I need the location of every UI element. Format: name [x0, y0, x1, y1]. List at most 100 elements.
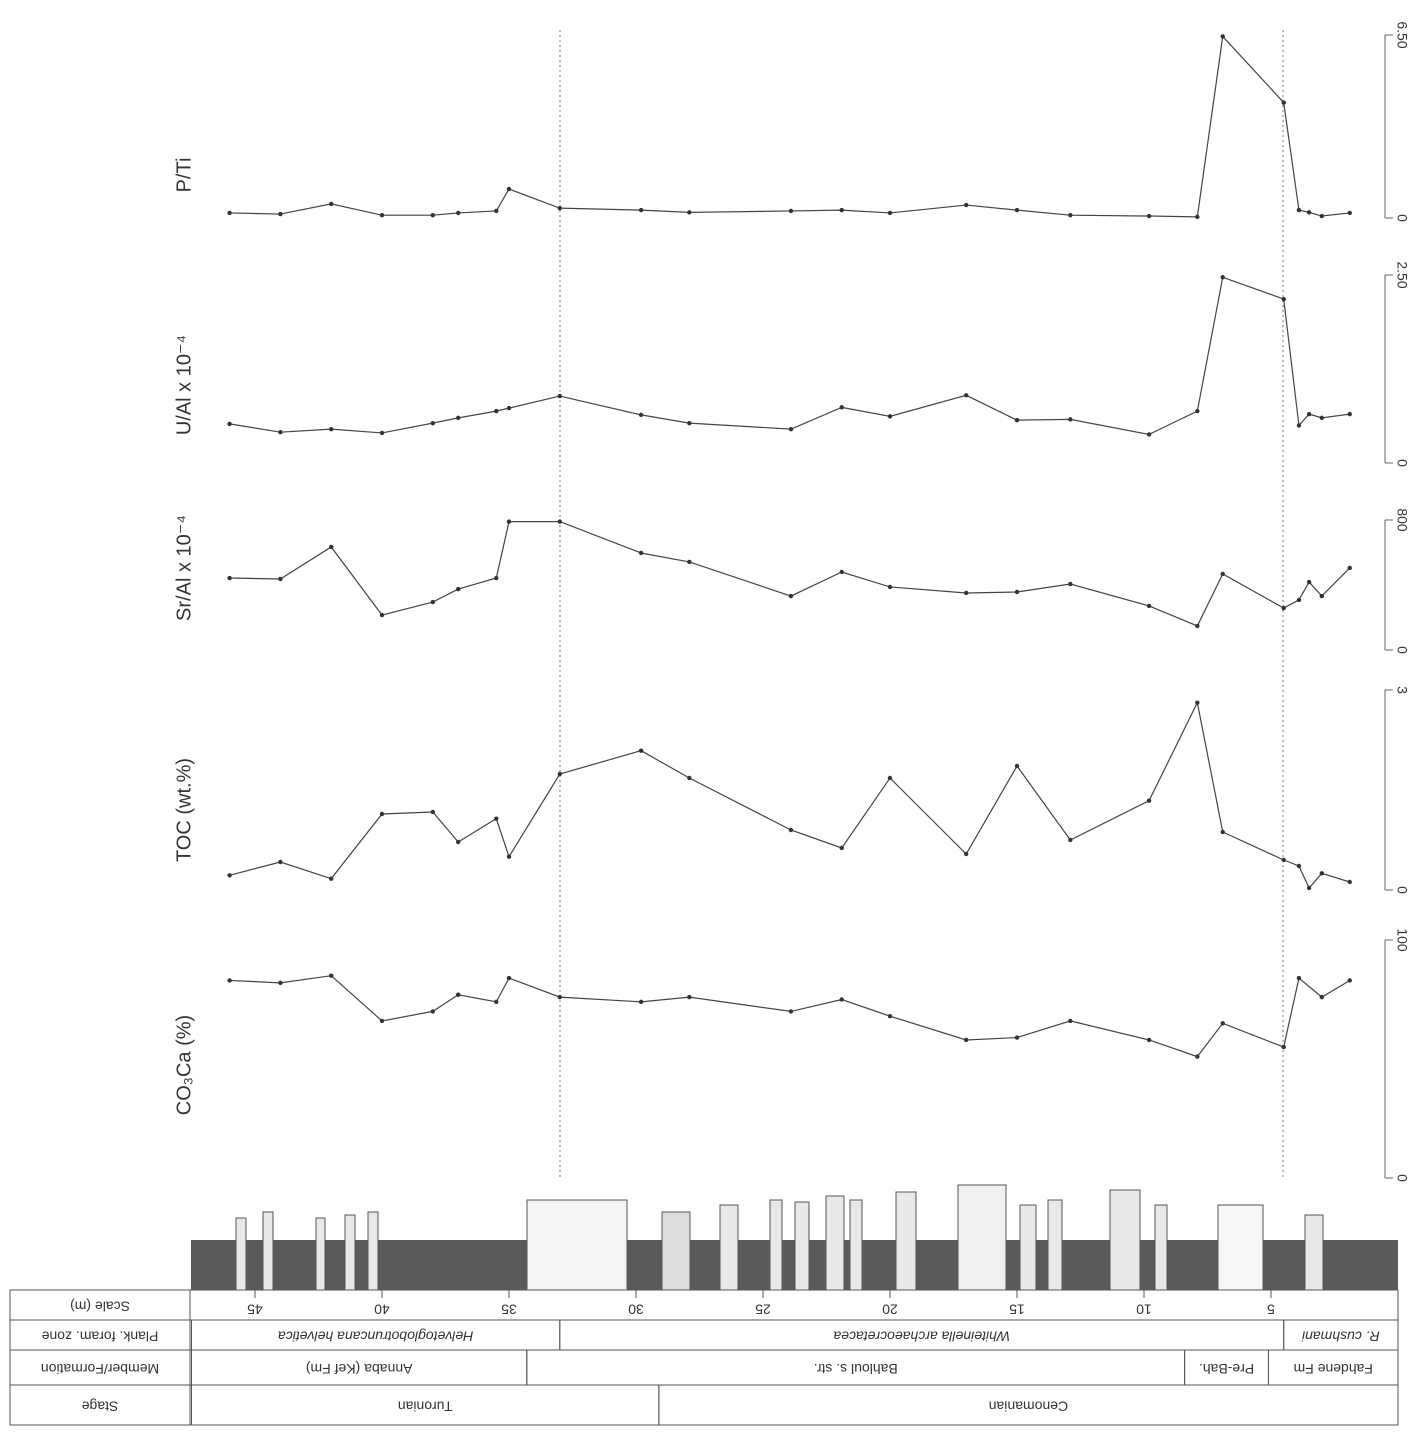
data-point [1348, 412, 1352, 416]
cell-text: Turonian [398, 1398, 453, 1414]
data-point [639, 1000, 643, 1004]
data-point [789, 594, 793, 598]
data-point [227, 873, 231, 877]
x-tick-label: 40 [374, 1301, 390, 1317]
data-point [494, 816, 498, 820]
data-point [687, 560, 691, 564]
data-point [558, 995, 562, 999]
data-point [494, 1000, 498, 1004]
data-point [456, 840, 460, 844]
data-line [230, 36, 1350, 216]
y-tick-label: 6.50 [1394, 21, 1410, 48]
data-point [329, 545, 333, 549]
data-line [230, 976, 1350, 1057]
data-point [380, 613, 384, 617]
data-point [507, 519, 511, 523]
data-point [840, 997, 844, 1001]
data-point [687, 421, 691, 425]
data-point [507, 406, 511, 410]
data-point [1348, 880, 1352, 884]
x-tick-label: 25 [755, 1301, 771, 1317]
data-point [1147, 1038, 1151, 1042]
data-point [1320, 416, 1324, 420]
data-point [687, 995, 691, 999]
cell-text: Bahloul s. str. [814, 1361, 898, 1377]
row-label: Stage [81, 1398, 118, 1414]
data-point [1195, 624, 1199, 628]
data-point [789, 427, 793, 431]
data-point [1015, 418, 1019, 422]
data-point [840, 570, 844, 574]
data-point [1297, 864, 1301, 868]
data-point [1348, 978, 1352, 982]
data-point [278, 981, 282, 985]
data-point [1320, 214, 1324, 218]
cell-text: Cenomanian [989, 1398, 1068, 1414]
data-point [456, 211, 460, 215]
y-tick-label: 0 [1394, 459, 1410, 467]
x-tick-label: 15 [1009, 1301, 1025, 1317]
x-tick-label: 10 [1136, 1301, 1152, 1317]
data-point [888, 414, 892, 418]
data-point [1320, 871, 1324, 875]
data-point [380, 812, 384, 816]
data-point [431, 213, 435, 217]
data-point [456, 587, 460, 591]
data-point [380, 213, 384, 217]
axis-title: U/Al x 10⁻⁴ [173, 335, 195, 435]
cell-text: Whiteinella archaeocretacea [833, 1328, 1010, 1344]
data-point [558, 772, 562, 776]
data-point [639, 748, 643, 752]
data-line [230, 703, 1350, 888]
data-point [964, 852, 968, 856]
row-label: Scale (m) [70, 1298, 130, 1314]
axis-title: P/Ti [173, 158, 195, 193]
data-point [227, 576, 231, 580]
data-point [431, 1009, 435, 1013]
data-point [1320, 594, 1324, 598]
data-point [278, 212, 282, 216]
data-point [1221, 572, 1225, 576]
data-point [1282, 297, 1286, 301]
data-point [1068, 838, 1072, 842]
data-point [507, 187, 511, 191]
y-tick-label: 0 [1394, 214, 1410, 222]
data-point [789, 828, 793, 832]
data-point [1068, 582, 1072, 586]
data-point [1147, 214, 1151, 218]
data-point [227, 422, 231, 426]
data-point [888, 211, 892, 215]
data-point [227, 211, 231, 215]
data-point [1307, 580, 1311, 584]
data-point [1195, 1054, 1199, 1058]
axis-title: CO₃Ca (%) [173, 1015, 195, 1115]
data-point [1147, 604, 1151, 608]
data-point [1297, 423, 1301, 427]
data-point [494, 409, 498, 413]
row-label: Plank. foram. zone [41, 1328, 158, 1344]
cell-text: Pre-Bah. [1199, 1361, 1254, 1377]
figure: P/Ti06.50U/Al x 10⁻⁴02.50Sr/Al x 10⁻⁴080… [0, 0, 1412, 1436]
data-point [278, 577, 282, 581]
cell-text: Fahdene Fm [1294, 1361, 1373, 1377]
data-point [1195, 409, 1199, 413]
axis-title: Sr/Al x 10⁻⁴ [173, 515, 195, 621]
data-point [431, 600, 435, 604]
data-point [558, 519, 562, 523]
data-point [1195, 700, 1199, 704]
data-point [380, 431, 384, 435]
data-point [329, 202, 333, 206]
data-point [1015, 590, 1019, 594]
data-line [230, 277, 1350, 434]
data-point [431, 810, 435, 814]
data-point [1015, 764, 1019, 768]
x-tick-label: 30 [628, 1301, 644, 1317]
data-point [888, 776, 892, 780]
data-point [687, 210, 691, 214]
data-point [329, 974, 333, 978]
data-point [1307, 412, 1311, 416]
data-point [840, 405, 844, 409]
y-tick-label: 0 [1394, 886, 1410, 894]
data-point [1297, 598, 1301, 602]
data-point [639, 413, 643, 417]
